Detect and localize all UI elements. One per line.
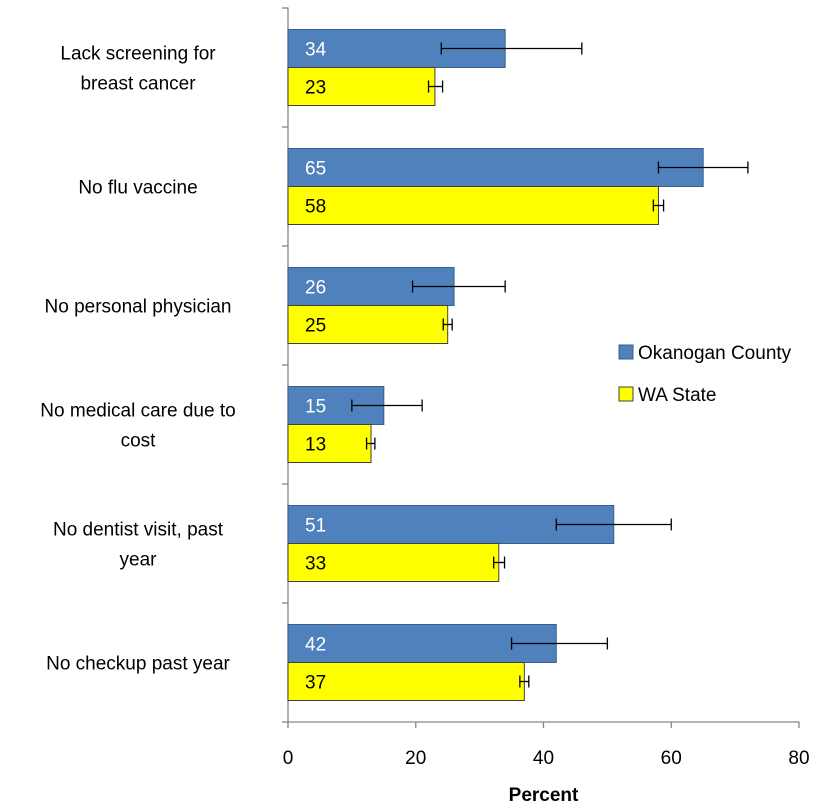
bar: [287, 424, 372, 463]
legend-swatch: [618, 386, 634, 402]
bar: [287, 148, 704, 187]
x-tick-label: 80: [788, 748, 809, 769]
data-label: 23: [305, 78, 326, 99]
x-tick-label: 20: [405, 748, 426, 769]
category-label: No flu vaccine: [78, 178, 197, 199]
data-label: 37: [305, 673, 326, 694]
x-tick-label: 0: [283, 748, 294, 769]
x-tick-label: 60: [661, 748, 682, 769]
legend: Okanogan County WA State: [618, 343, 792, 406]
legend-swatch: [618, 344, 634, 360]
bars-layer: [287, 29, 704, 701]
category-axis: [282, 7, 289, 723]
data-label: 65: [305, 159, 326, 180]
category-labels: Lack screening for breast cancer No flu va…: [40, 44, 235, 675]
error-bars-layer: [351, 42, 749, 688]
bar: [287, 662, 525, 701]
bar: [287, 186, 659, 225]
x-axis-title: Percent: [509, 785, 579, 806]
legend-label: WA State: [638, 385, 717, 406]
bar: [287, 543, 500, 582]
data-label: 25: [305, 316, 326, 337]
category-label: Lack screening for breast cancer: [60, 44, 216, 95]
legend-label: Okanogan County: [638, 343, 792, 364]
data-label: 15: [305, 397, 326, 418]
data-label: 13: [305, 435, 326, 456]
x-tick-label: 40: [533, 748, 554, 769]
data-label: 42: [305, 635, 326, 656]
category-label: No medical care due to cost: [40, 401, 235, 452]
x-axis: 0 20 40 60 80: [283, 721, 810, 769]
data-label: 34: [305, 40, 327, 61]
data-label: 26: [305, 278, 326, 299]
data-label: 33: [305, 554, 326, 575]
data-label: 51: [305, 516, 326, 537]
category-label: No dentist visit, past year: [53, 520, 224, 571]
data-label: 58: [305, 197, 326, 218]
bar: [287, 67, 436, 106]
category-label: No checkup past year: [46, 654, 230, 675]
data-labels-layer: 34 23 65 58 26 25 15 13 51 33 42 37: [305, 40, 327, 694]
category-label: No personal physician: [45, 297, 232, 318]
